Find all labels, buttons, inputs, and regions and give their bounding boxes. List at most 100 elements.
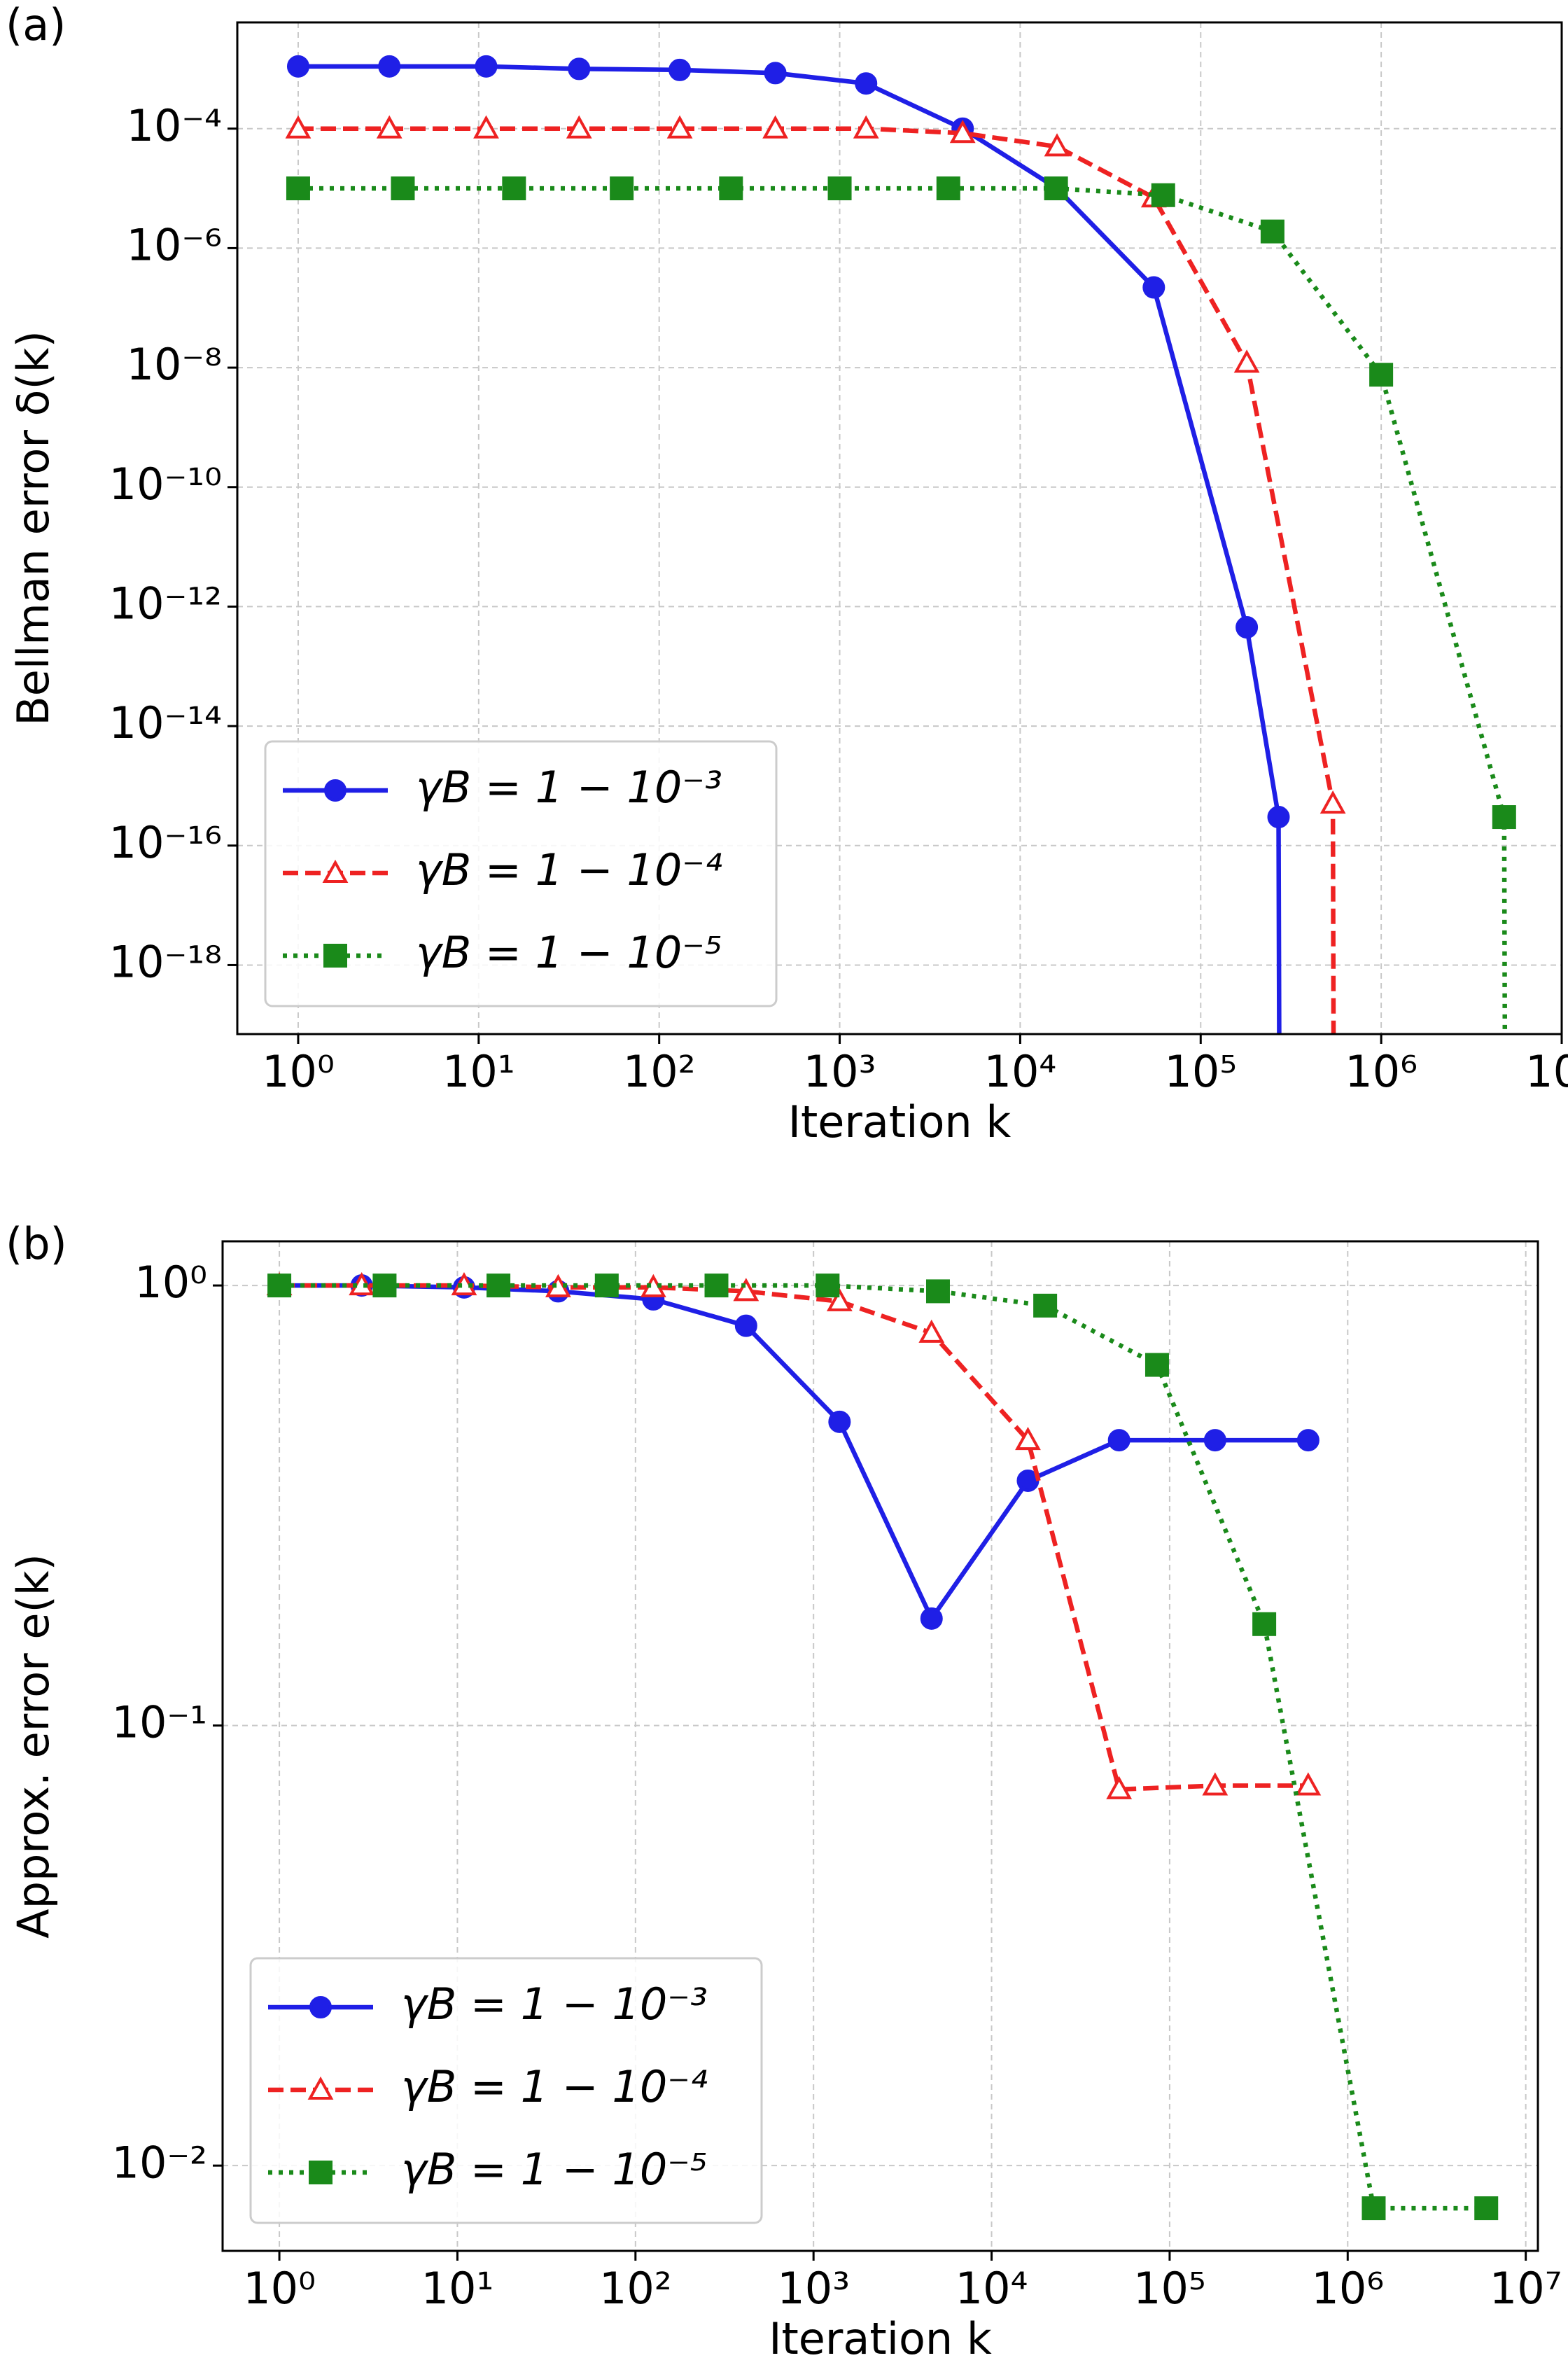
legend: γB = 1 − 10⁻³ γB = 1 − 10⁻⁴ γB = 1 − 10⁻⁵ [264,740,778,1007]
marker [668,58,692,81]
axes-frame [236,21,1563,1035]
marker [1144,1353,1169,1377]
x-tick-label: 10³ [804,1046,876,1097]
y-axis-label: Bellman error δ(k) [8,330,59,726]
y-tick-label: 10⁻¹⁸ [109,937,222,988]
x-tick-label: 10¹ [421,2263,494,2314]
plot-area [285,55,1516,1325]
marker [566,115,592,139]
marker [1267,806,1290,829]
x-tick-label: 10⁷ [1525,1046,1568,1097]
marker [473,115,499,139]
marker [486,1274,511,1298]
marker [1295,1772,1322,1796]
marker [610,176,634,201]
marker [1142,276,1166,299]
marker [1296,1429,1320,1452]
y-tick-label: 10⁻⁴ [127,100,222,151]
marker [827,176,852,201]
marker [502,176,526,201]
marker [925,1279,950,1304]
y-tick-label: 10⁻¹⁶ [109,817,222,868]
marker [1362,2196,1386,2221]
marker [594,1274,619,1298]
x-tick-label: 10² [623,1046,696,1097]
legend-marker [323,944,347,968]
y-tick-label: 10⁻¹² [109,578,222,629]
marker [286,176,310,201]
marker [1107,1429,1130,1452]
marker [1270,1304,1290,1324]
panel-label: (a) [6,0,66,50]
marker [666,115,693,139]
marker [918,1319,945,1343]
legend-marker [309,1996,332,2018]
legend-label: γB = 1 − 10⁻⁵ [401,2144,708,2195]
marker [1106,1775,1133,1799]
y-tick-label: 10⁰ [134,1257,207,1308]
marker [920,1607,943,1630]
x-tick-label: 10⁷ [1490,2263,1562,2314]
series-line [279,1283,1308,1624]
panel-label: (b) [6,1218,67,1269]
legend-label: γB = 1 − 10⁻⁵ [416,927,722,978]
marker [936,176,960,201]
x-tick-label: 10⁵ [1133,2263,1206,2314]
marker [828,1410,851,1433]
marker [734,1314,757,1337]
y-axis-label: Approx. error e(k) [8,1554,59,1939]
legend-label: γB = 1 − 10⁻³ [401,1979,708,2030]
x-tick-label: 10⁴ [984,1046,1057,1097]
marker [372,1274,397,1298]
legend-label: γB = 1 − 10⁻³ [416,762,722,813]
marker [733,1278,760,1302]
marker [1233,349,1260,373]
marker [764,62,787,85]
marker [1202,1772,1228,1796]
marker [376,115,402,139]
marker [267,1274,292,1298]
marker [1495,1304,1516,1325]
axes-frame [221,1240,1539,2252]
legend-marker [324,779,346,802]
legend-marker [307,2076,334,2100]
marker [1252,1612,1277,1636]
marker [1236,616,1259,639]
x-axis-label: Iteration k [788,1096,1011,1147]
y-tick-label: 10⁻⁸ [127,339,222,390]
marker [475,55,498,78]
marker [816,1274,840,1298]
y-tick-label: 10⁻² [112,2137,207,2188]
marker [1492,805,1516,830]
marker [1044,133,1070,157]
marker [1033,1293,1058,1318]
subplot: 10⁰ 10¹ 10² 10³ 10⁴ 10⁵ 10⁶ 10⁷ 10⁻² 10⁻¹ 10⁰ γB = … [6,1218,1562,2364]
marker [762,115,789,139]
marker [391,176,415,201]
marker [286,55,309,78]
x-axis-label: Iteration k [769,2313,992,2364]
legend-box [249,1957,763,2224]
marker [826,1288,853,1311]
y-tick-label: 10⁻¹ [112,1697,207,1748]
x-tick-label: 10⁵ [1164,1046,1237,1097]
legend-box [264,740,778,1007]
x-tick-label: 10⁰ [243,2263,316,2314]
marker [1044,176,1068,201]
plot-area [266,1271,1499,2221]
marker [1320,790,1346,814]
legend: γB = 1 − 10⁻³ γB = 1 − 10⁻⁴ γB = 1 − 10⁻⁵ [249,1957,763,2224]
legend-marker [309,2161,332,2184]
marker [855,72,878,95]
marker [378,55,401,78]
x-tick-label: 10⁶ [1345,1046,1418,1097]
marker [949,120,976,144]
x-tick-label: 10⁶ [1311,2263,1384,2314]
marker [704,1274,729,1298]
x-tick-label: 10² [599,2263,672,2314]
legend-label: γB = 1 − 10⁻⁴ [401,2061,708,2112]
legend-label: γB = 1 − 10⁻⁴ [416,844,722,895]
y-tick-label: 10⁻⁶ [127,220,222,271]
x-tick-label: 10¹ [442,1046,515,1097]
